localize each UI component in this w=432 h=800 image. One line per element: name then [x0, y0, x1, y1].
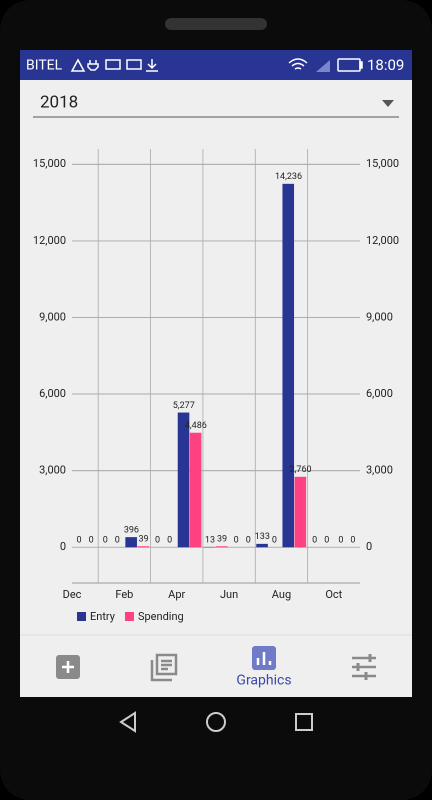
recents-button[interactable] — [295, 713, 313, 731]
bar — [282, 183, 295, 548]
nav-add[interactable] — [56, 655, 80, 679]
nav-graphics-label[interactable]: Graphics — [236, 673, 291, 689]
value-label: 0 — [167, 536, 172, 546]
legend-label: Entry — [90, 610, 116, 623]
bar — [256, 543, 268, 548]
bar — [189, 432, 202, 548]
value-label: 0 — [324, 536, 329, 546]
y2-tick-label: 9,000 — [366, 310, 393, 323]
y2-tick-label: 0 — [366, 540, 372, 553]
value-label: 0 — [234, 536, 239, 546]
value-label: 0 — [155, 536, 160, 546]
x-tick-label: Jun — [220, 588, 238, 601]
value-label: 39 — [217, 535, 227, 545]
value-label: 13 — [205, 535, 215, 545]
screen — [20, 50, 412, 697]
bar — [294, 476, 307, 548]
y-tick-label: 3,000 — [39, 464, 66, 477]
y-tick-label: 9,000 — [39, 310, 66, 323]
x-tick-label: Aug — [272, 588, 291, 601]
value-label: 0 — [338, 536, 343, 546]
carrier: BITEL — [26, 58, 63, 74]
chart: 0 3,000 6,000 9,000 12,000 15,000 0 3,000 6,000 9… — [33, 149, 399, 623]
legend-swatch — [77, 612, 86, 621]
y-tick-label: 15,000 — [33, 157, 66, 170]
clock: 18:09 — [367, 56, 404, 74]
speaker — [165, 18, 267, 30]
nav-list[interactable] — [150, 653, 178, 682]
bar — [177, 412, 190, 548]
x-tick-label: Feb — [115, 588, 133, 601]
year-selector[interactable]: 2018 — [40, 92, 78, 112]
home-button[interactable] — [206, 712, 226, 732]
value-label: 133 — [255, 532, 270, 542]
value-label: 5,277 — [173, 401, 195, 411]
value-label: 14,236 — [275, 172, 302, 182]
x-tick-label: Oct — [325, 588, 342, 601]
legend-label: Spending — [138, 610, 184, 623]
status-icons — [70, 58, 363, 72]
bar — [216, 546, 228, 548]
y2-tick-label: 12,000 — [366, 234, 399, 247]
legend-swatch — [124, 612, 134, 621]
value-label: 0 — [312, 536, 317, 546]
value-label: 0 — [77, 536, 82, 546]
value-label: 2,760 — [290, 465, 312, 475]
value-label: 0 — [89, 536, 94, 546]
y2-tick-label: 15,000 — [366, 157, 399, 170]
value-label: 0 — [246, 536, 251, 546]
value-label: 396 — [124, 526, 139, 536]
value-label: 0 — [272, 536, 277, 546]
x-tick-label: Dec — [63, 588, 82, 601]
y-tick-label: 0 — [60, 540, 66, 553]
value-label: 0 — [103, 536, 108, 546]
value-label: 39 — [138, 535, 148, 545]
bar — [137, 546, 150, 548]
nav-graphics[interactable] — [252, 646, 276, 670]
value-label: 4,486 — [185, 421, 207, 431]
back-button[interactable] — [119, 711, 136, 733]
y2-tick-label: 6,000 — [366, 387, 393, 400]
nav-settings[interactable] — [352, 654, 376, 680]
x-tick-label: Apr — [168, 588, 185, 601]
y-tick-label: 12,000 — [33, 234, 66, 247]
value-label: 0 — [115, 536, 120, 546]
value-label: 0 — [350, 536, 355, 546]
dropdown-arrow[interactable] — [382, 100, 394, 107]
y2-tick-label: 3,000 — [366, 464, 393, 477]
status-bar — [20, 50, 412, 80]
y-tick-label: 6,000 — [39, 387, 66, 400]
bar — [125, 537, 137, 548]
